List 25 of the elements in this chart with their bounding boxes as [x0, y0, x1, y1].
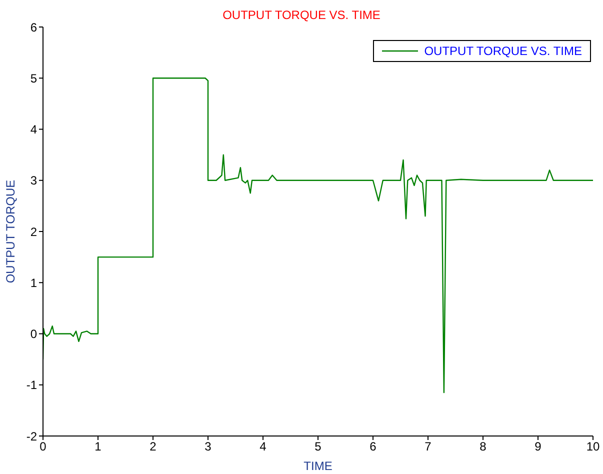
x-tick-label: 1: [94, 440, 102, 454]
y-axis-title: OUTPUT TORQUE: [3, 180, 18, 284]
legend-label: OUTPUT TORQUE VS. TIME: [424, 44, 582, 58]
x-tick-label: 5: [314, 440, 322, 454]
y-tick-label: 0: [30, 327, 38, 342]
y-tick-label: 6: [30, 20, 38, 34]
x-tick-label: 10: [586, 440, 600, 454]
x-axis-title: TIME: [304, 459, 332, 473]
y-tick-label: 2: [30, 224, 38, 239]
x-tick-label: 3: [204, 440, 212, 454]
y-tick-label: -1: [26, 378, 38, 392]
x-tick-label: 7: [424, 440, 432, 454]
y-tick-label: 3: [30, 174, 38, 188]
y-tick-label: 1: [30, 276, 38, 290]
y-tick-label: 4: [30, 122, 38, 137]
y-tick-label: 5: [30, 71, 38, 86]
x-tick-label: 2: [150, 440, 157, 454]
x-tick-label: 6: [370, 440, 377, 454]
chart-title: OUTPUT TORQUE VS. TIME: [222, 8, 382, 22]
line-series: [43, 78, 593, 394]
x-tick-label: 0: [40, 440, 47, 454]
x-tick-label: 9: [534, 440, 542, 454]
y-tick-label: -2: [26, 429, 38, 444]
x-tick-label: 8: [480, 440, 487, 454]
x-tick-label: 4: [260, 440, 267, 454]
